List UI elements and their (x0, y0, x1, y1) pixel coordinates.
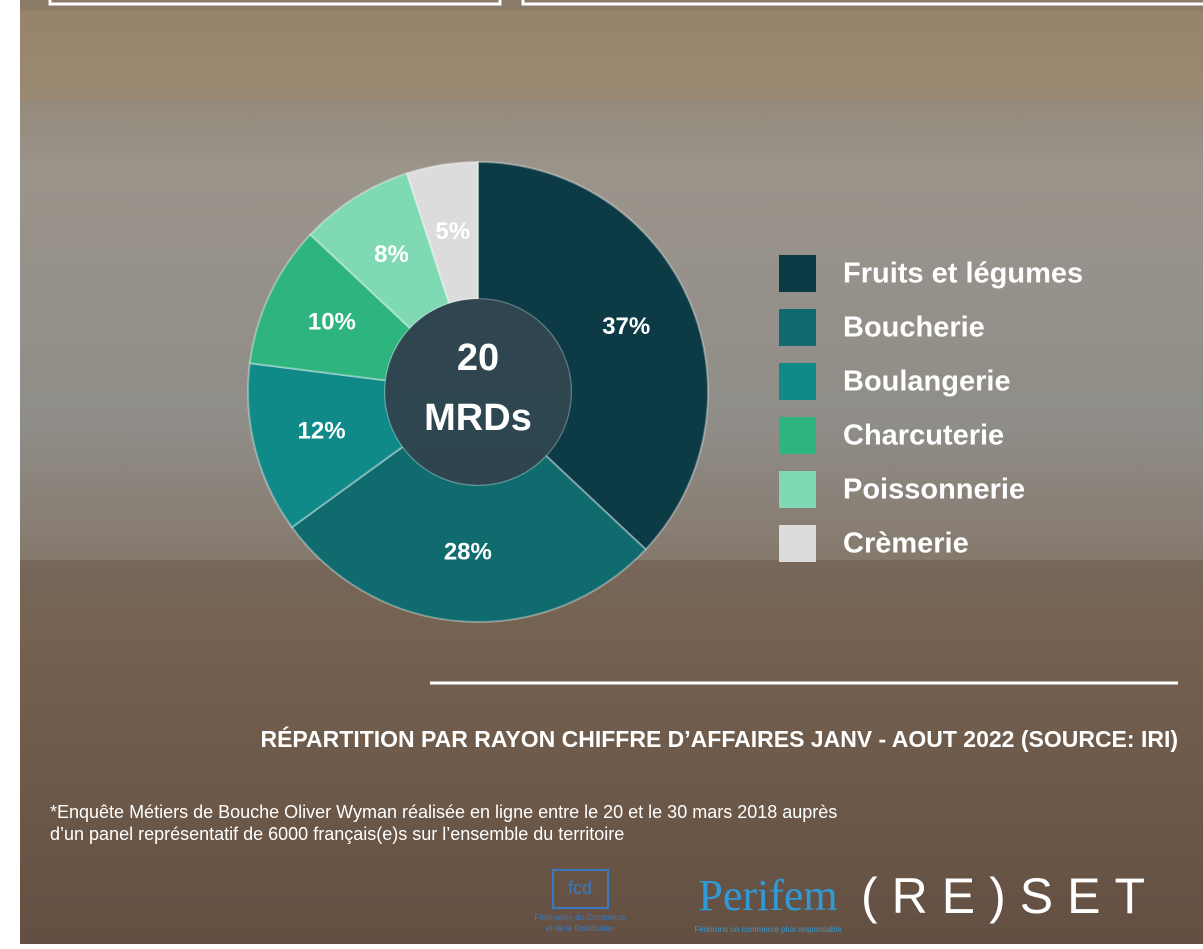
legend-label: Fruits et légumes (843, 258, 1083, 290)
legend-label: Boucherie (843, 312, 985, 344)
donut-hole (385, 299, 571, 485)
perifem-subtitle: Fédérons un commerce plus responsable (694, 925, 842, 934)
background-shelf (20, 10, 1203, 100)
reset-logo: (RE)SET (861, 868, 1159, 924)
left-strip (0, 0, 20, 944)
data-label: 5% (435, 218, 470, 245)
legend-label: Charcuterie (843, 420, 1004, 452)
data-label: 8% (374, 241, 409, 268)
fcd-subtitle: Fédération du Commerce (535, 913, 626, 922)
legend-swatch (779, 309, 816, 346)
legend-label: Boulangerie (843, 366, 1011, 398)
center-label: MRDs (424, 397, 532, 439)
data-label: 37% (602, 313, 650, 340)
data-label: 28% (444, 539, 492, 566)
fcd-logo: fcd (568, 878, 592, 898)
legend-swatch (779, 525, 816, 562)
page: 37% Fruits et légumes 28% Boucherie 12% Boula… (0, 0, 1203, 944)
perifem-logo: Perifem (698, 871, 837, 920)
legend-label: Poissonnerie (843, 474, 1025, 506)
fcd-subtitle: et de la Distribution (546, 924, 614, 933)
footnote: *Enquête Métiers de Bouche Oliver Wyman … (50, 802, 837, 822)
data-label: 10% (308, 309, 356, 336)
legend-swatch (779, 363, 816, 400)
legend-label: Crèmerie (843, 528, 969, 560)
data-label: 12% (298, 418, 346, 445)
legend-swatch (779, 255, 816, 292)
legend-swatch (779, 471, 816, 508)
center-label: 20 (457, 337, 499, 379)
infographic: 37% Fruits et légumes 28% Boucherie 12% Boula… (0, 0, 1203, 944)
caption: RÉPARTITION PAR RAYON CHIFFRE D’AFFAIRES… (260, 725, 1178, 752)
legend-swatch (779, 417, 816, 454)
footnote: d’un panel représentatif de 6000 françai… (50, 824, 624, 844)
